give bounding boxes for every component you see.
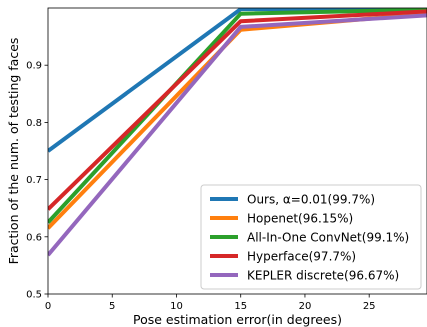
y-tick-label: 0.9 xyxy=(26,61,42,72)
series-line-3 xyxy=(48,8,427,224)
series-layer xyxy=(48,8,427,257)
y-tick-label: 0.6 xyxy=(26,232,42,243)
legend-label-4: Hyperface(97.7%) xyxy=(247,250,356,264)
legend-label-2: Hopenet(96.15%) xyxy=(247,212,353,226)
y-tick-label: 0.5 xyxy=(26,290,42,301)
legend-label-1: Ours, α=0.01(99.7%) xyxy=(247,193,375,207)
legend-label-3: All-In-One ConvNet(99.1%) xyxy=(247,231,409,245)
series-line-5 xyxy=(48,13,427,257)
legend-box xyxy=(200,184,422,290)
y-axis-label: Fraction of the num. of testing faces xyxy=(6,38,21,265)
y-tick-label: 0.7 xyxy=(26,175,42,186)
y-tick-label: 0.8 xyxy=(26,118,42,129)
x-axis-label: Pose estimation error(in degrees) xyxy=(133,312,342,327)
x-tick-label: 10 xyxy=(170,301,183,312)
legend-label-5: KEPLER discrete(96.67%) xyxy=(247,269,399,283)
x-axis-ticks: 0 5 10 15 20 25 xyxy=(45,294,376,312)
series-line-4 xyxy=(48,9,427,211)
series-line-1 xyxy=(48,8,427,153)
y-axis-ticks: 0.5 0.6 0.7 0.8 0.9 xyxy=(26,61,48,301)
x-tick-label: 0 xyxy=(45,301,51,312)
plot-frame xyxy=(47,7,427,295)
x-tick-label: 25 xyxy=(363,301,376,312)
x-tick-label: 20 xyxy=(299,301,312,312)
x-tick-label: 15 xyxy=(234,301,247,312)
legend: Ours, α=0.01(99.7%) Hopenet(96.15%) All-In… xyxy=(200,184,422,290)
x-tick-label: 5 xyxy=(109,301,115,312)
